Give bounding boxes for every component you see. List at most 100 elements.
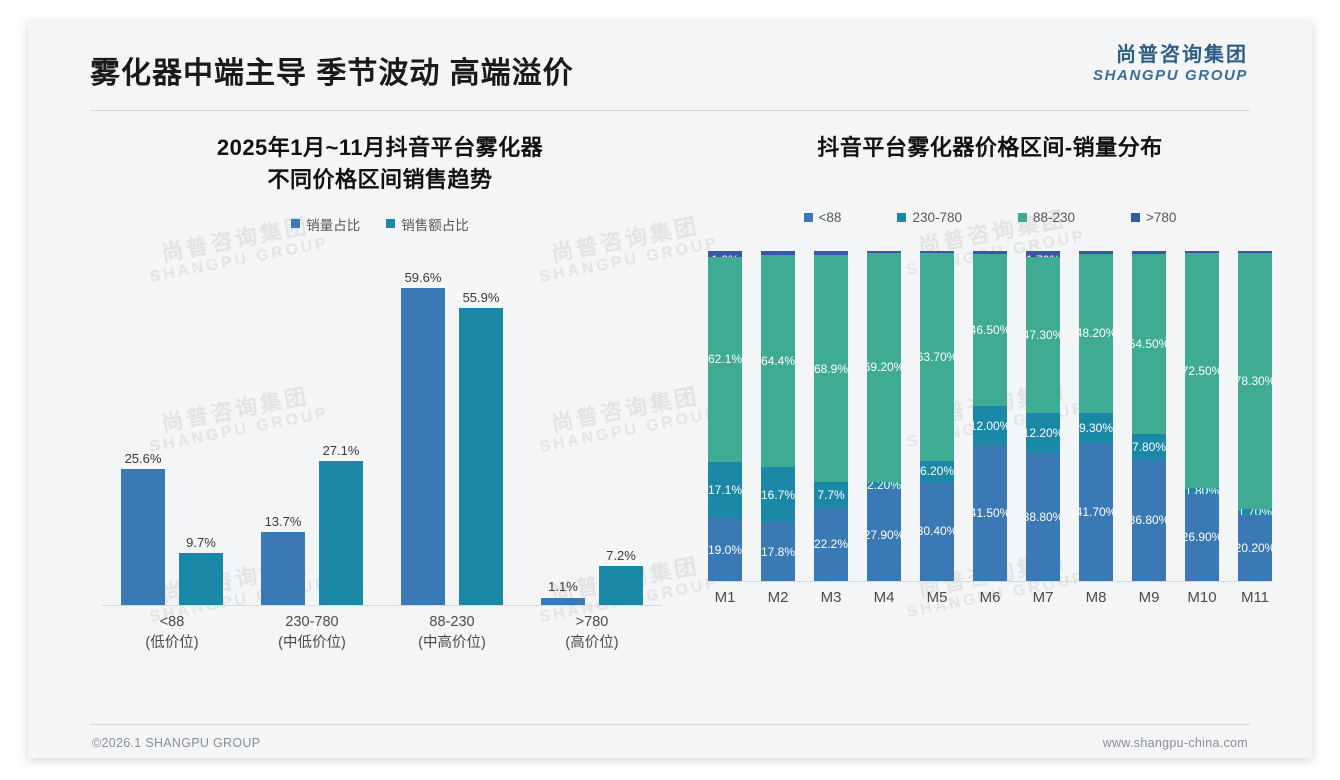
- segment-label: 6.20%: [920, 464, 954, 479]
- segment-lt88[interactable]: 19.0%: [708, 518, 742, 581]
- x-tick: M11: [1240, 588, 1270, 606]
- segment-lt88[interactable]: 41.50%: [973, 445, 1007, 581]
- stacked-column[interactable]: 1.1% 64.4% 16.7% 17.8%: [761, 251, 795, 581]
- bar-column[interactable]: 55.9%: [459, 260, 503, 605]
- legend-label: 销量占比: [306, 217, 361, 233]
- segment-label: 9.30%: [1079, 420, 1113, 435]
- bar-value-label: 25.6%: [124, 450, 162, 466]
- segment-gt780[interactable]: 1.1%: [761, 251, 795, 255]
- segment-88-230[interactable]: 47.30%: [1026, 256, 1060, 413]
- x-tick: 230-780 (中低价位): [257, 612, 367, 654]
- legend-item-sales-volume[interactable]: 销量占比: [291, 214, 360, 234]
- right-chart-panel: 抖音平台雾化器价格区间-销量分布 <88 230-780 88-230 >780: [700, 132, 1280, 692]
- segment-lt88[interactable]: 27.90%: [867, 488, 901, 581]
- segment-gt780[interactable]: 0.70%: [867, 250, 901, 254]
- segment-lt88[interactable]: 17.8%: [761, 522, 795, 581]
- left-chart-legend: 销量占比 销售额占比: [80, 214, 680, 234]
- segment-label: 1.80%: [1185, 488, 1219, 494]
- bar-sales-amount[interactable]: [459, 307, 503, 605]
- segment-label: 7.7%: [817, 487, 845, 502]
- segment-88-230[interactable]: 68.9%: [814, 254, 848, 483]
- segment-230-780[interactable]: 12.00%: [973, 405, 1007, 446]
- segment-230-780[interactable]: 17.1%: [708, 461, 742, 519]
- segment-gt780[interactable]: 0.80%: [1079, 250, 1113, 254]
- stacked-column[interactable]: 0.80% 48.20% 9.30% 41.70%: [1079, 250, 1113, 581]
- segment-label: 0.00%: [1132, 253, 1166, 254]
- segment-230-780[interactable]: 7.7%: [814, 482, 848, 508]
- legend-label: 230-780: [912, 209, 962, 225]
- stacked-column[interactable]: 0.00% 54.50% 7.80% 36.80%: [1132, 250, 1166, 581]
- segment-lt88[interactable]: 20.20%: [1238, 514, 1272, 581]
- segment-lt88[interactable]: 36.80%: [1132, 459, 1166, 581]
- segment-gt780[interactable]: 0.80%: [1238, 250, 1272, 254]
- segment-gt780[interactable]: 0.80%: [1185, 250, 1219, 254]
- stacked-column[interactable]: 0.90% 46.50% 12.00% 41.50%: [973, 250, 1007, 581]
- segment-230-780[interactable]: 16.7%: [761, 467, 795, 523]
- segment-gt780[interactable]: 0.00%: [1132, 250, 1166, 254]
- segment-88-230[interactable]: 78.30%: [1238, 253, 1272, 510]
- segment-label: 19.0%: [708, 542, 742, 557]
- segment-gt780[interactable]: 0.60%: [920, 250, 954, 253]
- segment-230-780[interactable]: 9.30%: [1079, 412, 1113, 444]
- stacked-column[interactable]: 1.70% 47.30% 12.20% 38.80%: [1026, 250, 1060, 581]
- segment-88-230[interactable]: 62.1%: [708, 256, 742, 462]
- logo-text-en: SHANGPU GROUP: [1093, 67, 1248, 84]
- segment-label: 63.70%: [920, 350, 954, 365]
- segment-230-780[interactable]: 6.20%: [920, 461, 954, 482]
- bar-column[interactable]: 59.6%: [401, 260, 445, 605]
- segment-lt88[interactable]: 22.2%: [814, 507, 848, 581]
- segment-88-230[interactable]: 63.70%: [920, 252, 954, 462]
- grouped-bar-chart: 25.6% 9.7% 13.7% 27.1%: [80, 260, 680, 660]
- bar-sales-volume[interactable]: [541, 597, 585, 605]
- bar-column[interactable]: 7.2%: [599, 260, 643, 605]
- stacked-column[interactable]: 0.60% 63.70% 6.20% 30.40%: [920, 250, 954, 581]
- stacked-column[interactable]: 1.2% 68.9% 7.7% 22.2%: [814, 250, 848, 581]
- segment-gt780[interactable]: 1.2%: [814, 250, 848, 255]
- segment-88-230[interactable]: 64.4%: [761, 254, 795, 468]
- legend-item-230-780[interactable]: 230-780: [897, 210, 962, 225]
- segment-gt780[interactable]: 1.70%: [1026, 250, 1060, 257]
- footer-website[interactable]: www.shangpu-china.com: [1102, 736, 1248, 750]
- segment-lt88[interactable]: 26.90%: [1185, 493, 1219, 581]
- x-tick-sublabel: (低价位): [145, 634, 199, 651]
- bar-column[interactable]: 13.7%: [261, 260, 305, 605]
- bar-sales-amount[interactable]: [599, 565, 643, 605]
- legend-item-gt780[interactable]: >780: [1131, 210, 1176, 225]
- bar-sales-volume[interactable]: [121, 468, 165, 605]
- legend-item-sales-amount[interactable]: 销售额占比: [386, 214, 469, 234]
- bar-column[interactable]: 9.7%: [179, 260, 223, 605]
- x-tick: 88-230 (中高价位): [397, 612, 507, 654]
- segment-label: 26.90%: [1185, 530, 1219, 545]
- segment-230-780[interactable]: 2.20%: [867, 481, 901, 489]
- bar-column[interactable]: 25.6%: [121, 260, 165, 605]
- segment-label: 1.70%: [1238, 509, 1272, 515]
- segment-88-230[interactable]: 72.50%: [1185, 253, 1219, 489]
- segment-230-780[interactable]: 1.70%: [1238, 509, 1272, 515]
- stacked-column[interactable]: 0.80% 78.30% 1.70% 20.20%: [1238, 250, 1272, 581]
- segment-88-230[interactable]: 48.20%: [1079, 253, 1113, 413]
- bar-column[interactable]: 1.1%: [541, 260, 585, 605]
- bar-column[interactable]: 27.1%: [319, 260, 363, 605]
- segment-gt780[interactable]: 0.90%: [973, 250, 1007, 254]
- segment-lt88[interactable]: 41.70%: [1079, 443, 1113, 581]
- legend-item-lt88[interactable]: <88: [803, 210, 841, 225]
- segment-88-230[interactable]: 46.50%: [973, 253, 1007, 406]
- segment-88-230[interactable]: 54.50%: [1132, 253, 1166, 434]
- bar-sales-volume[interactable]: [401, 287, 445, 605]
- stacked-column[interactable]: 0.70% 69.20% 2.20% 27.90%: [867, 250, 901, 581]
- segment-230-780[interactable]: 12.20%: [1026, 412, 1060, 453]
- bar-sales-amount[interactable]: [319, 460, 363, 605]
- bar-sales-amount[interactable]: [179, 552, 223, 605]
- bar-sales-volume[interactable]: [261, 531, 305, 605]
- stacked-column[interactable]: 1.8% 62.1% 17.1% 19.0%: [708, 251, 742, 581]
- segment-88-230[interactable]: 69.20%: [867, 253, 901, 482]
- segment-gt780[interactable]: 1.8%: [708, 251, 742, 257]
- left-chart-panel: 2025年1月~11月抖音平台雾化器 不同价格区间销售趋势 销量占比 销售额占比…: [80, 132, 680, 692]
- segment-230-780[interactable]: 1.80%: [1185, 488, 1219, 494]
- stacked-column[interactable]: 0.80% 72.50% 1.80% 26.90%: [1185, 250, 1219, 581]
- segment-lt88[interactable]: 38.80%: [1026, 452, 1060, 581]
- legend-item-88-230[interactable]: 88-230: [1017, 210, 1075, 225]
- segment-lt88[interactable]: 30.40%: [920, 481, 954, 581]
- right-chart-title: 抖音平台雾化器价格区间-销量分布: [700, 132, 1280, 164]
- segment-230-780[interactable]: 7.80%: [1132, 433, 1166, 460]
